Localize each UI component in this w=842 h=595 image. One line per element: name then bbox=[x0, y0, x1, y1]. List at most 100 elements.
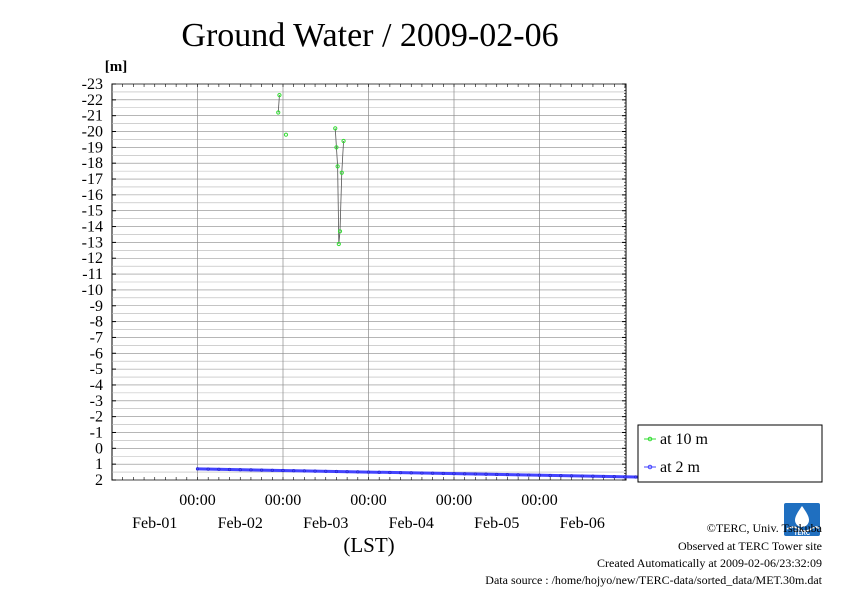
series-2m-point bbox=[548, 473, 552, 478]
y-tick-label: 2 bbox=[95, 472, 103, 489]
credit-copyright: ©TERC, Univ. Tsukuba bbox=[707, 521, 823, 535]
series-2m-point bbox=[473, 472, 477, 476]
y-tick-label: -10 bbox=[82, 282, 103, 299]
x-tick-time-label: 00:00 bbox=[265, 492, 301, 509]
y-tick-label: -8 bbox=[90, 314, 103, 331]
legend: at 10 m at 2 m bbox=[637, 424, 823, 483]
series-2m-point bbox=[559, 474, 563, 478]
series-2m-point bbox=[217, 467, 221, 471]
series-2m-point bbox=[537, 473, 542, 477]
legend-box bbox=[637, 424, 823, 483]
series-2m-point bbox=[463, 472, 467, 476]
series-2m-point bbox=[569, 474, 574, 478]
series-2m-point bbox=[345, 470, 349, 474]
series-2m-point bbox=[441, 471, 445, 476]
series-2m-point bbox=[356, 470, 360, 474]
y-tick-label: 0 bbox=[95, 440, 103, 457]
series-10m-point bbox=[336, 241, 341, 247]
y-tick-label: -1 bbox=[90, 424, 103, 441]
y-tick-label: -12 bbox=[82, 250, 103, 267]
series-2m-point bbox=[324, 469, 328, 473]
y-tick-label: -19 bbox=[82, 139, 103, 156]
x-tick-date-label: Feb-01 bbox=[132, 515, 177, 532]
series-2m-point bbox=[420, 471, 424, 475]
x-tick-date-label: Feb-05 bbox=[474, 515, 519, 532]
credit-source: Data source : /home/hojyo/new/TERC-data/… bbox=[485, 573, 822, 587]
y-tick-label: -13 bbox=[82, 234, 103, 251]
y-tick-label: -4 bbox=[90, 377, 103, 394]
series-2m-point bbox=[484, 472, 488, 476]
y-tick-label: 1 bbox=[95, 456, 103, 473]
x-tick-time-label: 00:00 bbox=[179, 492, 215, 509]
series-layer bbox=[195, 92, 713, 481]
series-2m-point bbox=[505, 473, 510, 477]
x-tick-date-label: Feb-06 bbox=[560, 515, 605, 532]
y-tick-label: -3 bbox=[90, 393, 103, 410]
series-10m-point bbox=[333, 126, 338, 131]
y-tick-label: -5 bbox=[90, 361, 103, 378]
series-10m-point bbox=[337, 229, 343, 234]
series-2m-point bbox=[334, 469, 339, 474]
credit-observed: Observed at TERC Tower site bbox=[678, 539, 822, 553]
series-10m-point bbox=[341, 138, 346, 144]
series-2m-point bbox=[292, 469, 296, 473]
y-tick-label: -22 bbox=[82, 92, 103, 109]
series-10m-line bbox=[334, 128, 344, 245]
series-2m-point bbox=[495, 472, 499, 477]
y-tick-label: -11 bbox=[82, 266, 103, 283]
y-axis-unit: [m] bbox=[105, 59, 128, 75]
x-axis: 00:00Feb-0100:00Feb-0200:00Feb-0300:00Fe… bbox=[111, 84, 626, 532]
y-tick-label: -6 bbox=[90, 345, 103, 362]
series-10m-line bbox=[277, 95, 280, 113]
series-2m-point bbox=[238, 468, 242, 472]
x-tick-date-label: Feb-03 bbox=[303, 515, 348, 532]
series-10m-point bbox=[335, 164, 340, 169]
series-10m-point bbox=[334, 145, 339, 150]
x-axis-label: (LST) bbox=[343, 533, 394, 557]
grid bbox=[112, 83, 626, 481]
legend-marker-10m bbox=[647, 436, 653, 442]
legend-label-2m: at 2 m bbox=[660, 459, 701, 476]
wave-icon bbox=[786, 526, 820, 532]
y-tick-label: -20 bbox=[82, 124, 103, 141]
x-tick-date-label: Feb-02 bbox=[218, 515, 263, 532]
series-2m-point bbox=[612, 475, 616, 479]
series-2m-point bbox=[623, 475, 627, 479]
series-10m-point bbox=[339, 170, 344, 175]
series-2m-point bbox=[527, 473, 531, 477]
series-2m-point bbox=[206, 467, 210, 471]
series-2m-point bbox=[591, 474, 595, 478]
series-2m-point bbox=[634, 475, 638, 479]
y-tick-label: -7 bbox=[90, 329, 103, 346]
series-2m-point bbox=[366, 470, 371, 474]
x-tick-date-label: Feb-04 bbox=[389, 515, 434, 532]
series-2m-point bbox=[580, 474, 584, 478]
series-2m-point bbox=[195, 467, 200, 471]
series-2m-point bbox=[409, 471, 413, 475]
series-10m-point bbox=[277, 92, 282, 98]
series-2m-point bbox=[430, 471, 435, 475]
series-2m-point bbox=[302, 469, 306, 473]
series-2m-point bbox=[260, 468, 264, 472]
y-tick-label: -17 bbox=[82, 171, 103, 188]
legend-label-10m: at 10 m bbox=[660, 431, 709, 448]
y-tick-label: -16 bbox=[82, 187, 103, 204]
y-tick-label: -21 bbox=[82, 108, 103, 125]
y-tick-label: -9 bbox=[90, 298, 103, 315]
series-2m-point bbox=[601, 474, 606, 479]
credit-created: Created Automatically at 2009-02-06/23:3… bbox=[597, 556, 822, 570]
legend-marker-2m bbox=[647, 464, 653, 470]
series-2m-point bbox=[452, 472, 456, 476]
series-2m-point bbox=[377, 470, 381, 474]
y-tick-label: -18 bbox=[82, 155, 103, 172]
series-2m-point bbox=[249, 468, 253, 472]
series-2m-line bbox=[196, 467, 712, 480]
y-tick-label: -14 bbox=[82, 219, 103, 236]
series-2m-point bbox=[516, 473, 520, 477]
series-2m-point bbox=[313, 469, 317, 473]
x-tick-time-label: 00:00 bbox=[436, 492, 472, 509]
y-tick-label: -23 bbox=[82, 76, 103, 93]
x-tick-time-label: 00:00 bbox=[350, 492, 386, 509]
series-2m-point bbox=[227, 467, 232, 472]
